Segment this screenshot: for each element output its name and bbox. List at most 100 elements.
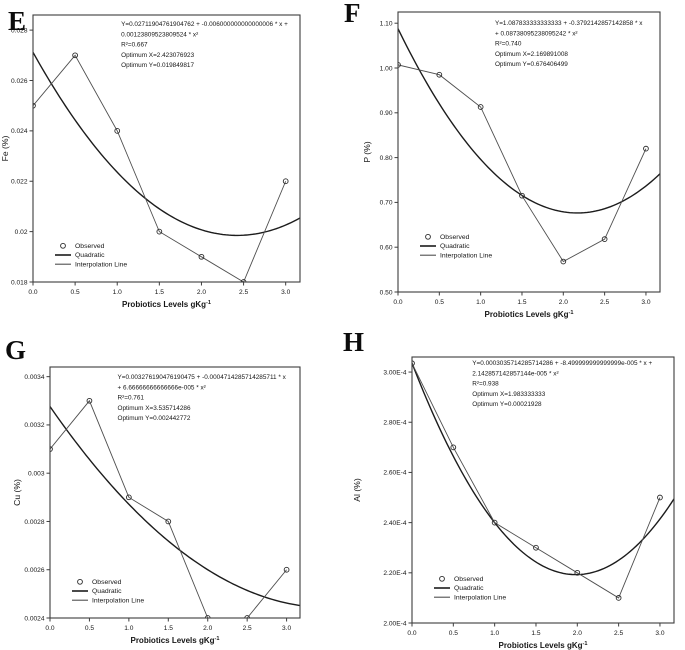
annotation-line: Y=0.0003035714285714286 + -8.49999999999… — [472, 360, 652, 367]
panel-letter-g: G — [5, 335, 27, 365]
observed-point — [282, 178, 289, 185]
x-tick-label: 2.5 — [243, 625, 252, 632]
annotation-line: Y=0.02711904761904762 + -0.0060000000000… — [121, 21, 288, 28]
observed-point — [450, 444, 457, 451]
x-tick-label: 1.0 — [490, 630, 499, 637]
y-tick-label: 3.00E-4 — [383, 369, 406, 376]
y-tick-label: 0.0034 — [24, 374, 45, 381]
x-tick-label: 0.0 — [28, 289, 37, 296]
quadratic-curve — [398, 28, 660, 214]
plot-area — [398, 28, 660, 265]
quadratic-curve — [50, 406, 300, 607]
panel-letter-f: F — [344, 0, 361, 28]
x-tick-label: 1.5 — [164, 625, 173, 632]
annotation-line: + 0.08738095238095242 * x² — [495, 30, 578, 37]
legend-label: Interpolation Line — [75, 261, 127, 268]
y-tick-label: 1.10 — [380, 21, 393, 28]
y-axis-label: Al (%) — [352, 478, 362, 502]
legend-label: Quadratic — [454, 585, 484, 592]
y-axis-label: P (%) — [362, 141, 372, 162]
x-tick-label: 0.5 — [85, 625, 94, 632]
observed-point — [601, 236, 608, 242]
observed-point — [412, 360, 415, 367]
plot-border — [49, 366, 301, 619]
x-tick-label: 0.0 — [393, 299, 402, 306]
annotation-line: Optimum Y=0.676406499 — [495, 61, 568, 68]
observed-point — [156, 228, 163, 235]
legend-label: Interpolation Line — [92, 597, 144, 604]
x-tick-label: 2.5 — [600, 299, 609, 306]
legend-label: Interpolation Line — [454, 594, 506, 601]
y-tick-label: 2.20E-4 — [383, 570, 406, 577]
y-tick-label: 0.02 — [15, 229, 28, 236]
x-tick-label: 0.5 — [71, 289, 80, 296]
annotation-line: + 6.66666666666666e-005 * x² — [118, 384, 206, 391]
observed-point — [114, 128, 121, 134]
y-tick-label: 1.00 — [380, 65, 393, 72]
observed-point — [615, 595, 622, 601]
x-tick-label: 2.0 — [573, 630, 582, 637]
chart-fe: 0.018 0.02 0.022 0.024 0.026 0.028 0.0 0.5 1.0 1.… — [0, 14, 301, 309]
observed-point — [436, 71, 443, 78]
legend-label: Quadratic — [440, 243, 470, 250]
panel-letter-h: H — [343, 327, 365, 357]
observed-point — [50, 446, 53, 452]
quadratic-curve — [412, 362, 674, 576]
legend-observed-marker-icon — [439, 575, 445, 582]
legend-label: Quadratic — [75, 252, 105, 259]
observed-point — [86, 397, 93, 404]
annotation-line: Optimum X=2.169891008 — [495, 51, 568, 58]
y-tick-label: 0.90 — [380, 110, 393, 117]
legend-label: Observed — [75, 243, 105, 250]
observed-point — [283, 566, 290, 573]
y-tick-label: 2.00E-4 — [383, 620, 406, 627]
x-tick-label: 0.5 — [449, 630, 458, 637]
plot-border — [32, 14, 301, 283]
observed-point — [72, 52, 78, 59]
plot-area — [412, 360, 674, 601]
legend-label: Interpolation Line — [440, 252, 492, 259]
observed-point — [560, 258, 567, 265]
chart-al: 2.00E-4 2.20E-4 2.40E-4 2.60E-4 2.80E-4 3.00E… — [352, 356, 675, 650]
observed-point — [574, 569, 581, 576]
observed-point — [198, 253, 205, 260]
x-tick-label: 3.0 — [281, 289, 290, 296]
annotation-line: R²=0.740 — [495, 41, 522, 48]
observed-point — [657, 494, 663, 501]
legend-observed-marker-icon — [425, 233, 431, 240]
x-tick-label: 0.0 — [407, 630, 416, 637]
panel-h-al: H 2.00E-4 2.20E-4 2.40E-4 2.60E-4 2.80E-4 3.0… — [342, 325, 685, 650]
annotation-line: Optimum Y=0.00021928 — [472, 401, 542, 408]
annotation-line: Optimum X=1.983333333 — [472, 391, 545, 398]
panel-e-fe: E 0.018 0.02 0.022 0.024 0.026 0.028 0.0 0.5 1.0… — [0, 0, 342, 325]
legend-observed-marker-icon — [77, 578, 83, 585]
panel-letter-e: E — [8, 6, 27, 36]
annotation-line: Optimum X=2.423076923 — [121, 52, 194, 59]
y-tick-label: 0.70 — [380, 200, 393, 207]
x-tick-label: 1.5 — [531, 630, 540, 637]
plot-area — [33, 51, 300, 282]
x-tick-label: 0.5 — [435, 299, 444, 306]
chart-p: 0.50 0.60 0.70 0.80 0.90 1.00 1.10 0.0 0.5 1.0 1.5… — [362, 11, 661, 319]
observed-point — [240, 279, 247, 282]
x-tick-label: 0.0 — [45, 625, 54, 632]
x-tick-label: 3.0 — [655, 630, 664, 637]
x-tick-label: 2.5 — [614, 630, 623, 637]
annotation-line: R²=0.667 — [121, 42, 148, 49]
annotation-line: Y=0.003276190476190475 + -0.000471428571… — [118, 374, 287, 381]
annotation-line: Y=1.087833333333333 + -0.379214285714285… — [495, 20, 643, 27]
quadratic-curve — [33, 51, 300, 237]
observed-point — [204, 615, 211, 618]
plot-border — [397, 11, 661, 293]
annotation-line: Optimum Y=0.002442772 — [118, 415, 191, 422]
legend-observed-marker-icon — [60, 242, 66, 249]
y-tick-label: 0.018 — [11, 279, 28, 286]
observed-point — [533, 544, 539, 551]
legend-label: Observed — [454, 576, 484, 583]
annotation-line: R²=0.938 — [472, 381, 499, 388]
y-tick-label: 2.40E-4 — [383, 520, 406, 527]
annotation-line: Optimum Y=0.019849817 — [121, 62, 194, 69]
plot-area — [50, 397, 300, 618]
y-tick-label: 0.026 — [11, 78, 28, 85]
x-tick-label: 1.0 — [476, 299, 485, 306]
